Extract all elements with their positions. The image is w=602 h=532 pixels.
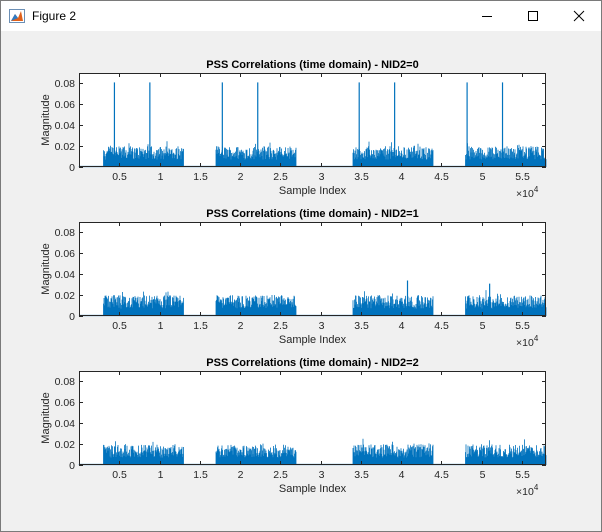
x-tick-label: 0.5	[112, 171, 127, 183]
x-tick-label: 2.5	[273, 320, 288, 332]
x-tick-label: 5.5	[515, 171, 530, 183]
y-tick-label: 0.08	[55, 227, 76, 239]
maximize-icon	[528, 11, 538, 21]
x-tick-label: 5.5	[515, 469, 530, 481]
maximize-button[interactable]	[510, 1, 556, 31]
x-tick-label: 4	[399, 171, 405, 183]
x-tick-label: 2	[238, 171, 244, 183]
y-tick-label: 0.02	[55, 439, 76, 451]
x-tick-label: 2.5	[273, 171, 288, 183]
x-tick-label: 2	[238, 320, 244, 332]
x-tick-label: 1	[158, 320, 164, 332]
x-tick-label: 1.5	[193, 469, 208, 481]
y-tick-label: 0.04	[55, 269, 76, 281]
x-tick-label: 4	[399, 320, 405, 332]
matlab-figure-icon	[9, 8, 25, 24]
axes-title: PSS Correlations (time domain) - NID2=0	[206, 59, 418, 71]
x-tick-label: 4.5	[434, 171, 449, 183]
x-exponent-label: ×104	[516, 483, 539, 498]
x-tick-label: 3	[319, 469, 325, 481]
axes-background	[79, 222, 546, 316]
x-tick-label: 4.5	[434, 469, 449, 481]
y-tick-label: 0	[69, 162, 75, 174]
x-axis-label: Sample Index	[279, 334, 347, 346]
x-tick-label: 0.5	[112, 320, 127, 332]
axes-0[interactable]: 0.5 1 1.5 2 2.5 3 3.5 4 4.5 5 5.5 0 0.02 0.04 0.06 0.08…	[40, 59, 547, 200]
y-tick-label: 0	[69, 311, 75, 323]
axes-1[interactable]: 0.5 1 1.5 2 2.5 3 3.5 4 4.5 5 5.5 0 0.02 0.04 0.06 0.08…	[40, 208, 547, 349]
close-button[interactable]	[556, 1, 602, 31]
y-tick-label: 0.08	[55, 376, 76, 388]
x-tick-label: 4.5	[434, 320, 449, 332]
close-icon	[573, 10, 585, 22]
x-tick-label: 3.5	[354, 469, 369, 481]
x-tick-label: 0.5	[112, 469, 127, 481]
y-tick-label: 0.06	[55, 99, 76, 111]
x-exponent-label: ×104	[516, 334, 539, 349]
axes-title: PSS Correlations (time domain) - NID2=1	[206, 208, 418, 220]
figure-plots[interactable]: 0.5 1 1.5 2 2.5 3 3.5 4 4.5 5 5.5 0 0.02 0.04 0.06 0.08…	[1, 31, 601, 531]
y-axis-label: Magnitude	[40, 94, 52, 145]
y-tick-label: 0.08	[55, 78, 76, 90]
x-axis-label: Sample Index	[279, 483, 347, 495]
axes-box	[79, 73, 546, 167]
x-tick-label: 2	[238, 469, 244, 481]
x-tick-label: 5	[480, 469, 486, 481]
x-tick-label: 1.5	[193, 320, 208, 332]
minimize-button[interactable]	[464, 1, 510, 31]
x-tick-label: 4	[399, 469, 405, 481]
x-tick-label: 3	[319, 171, 325, 183]
title-bar[interactable]: Figure 2	[1, 1, 601, 31]
x-tick-label: 5.5	[515, 320, 530, 332]
x-exponent-label: ×104	[516, 185, 539, 200]
axes-title: PSS Correlations (time domain) - NID2=2	[206, 357, 418, 369]
y-tick-label: 0.02	[55, 141, 76, 153]
y-axis-label: Magnitude	[40, 392, 52, 443]
x-tick-label: 3.5	[354, 320, 369, 332]
x-tick-label: 5	[480, 320, 486, 332]
x-tick-label: 3	[319, 320, 325, 332]
x-axis-label: Sample Index	[279, 185, 347, 197]
x-tick-label: 5	[480, 171, 486, 183]
y-axis-label: Magnitude	[40, 243, 52, 294]
axes-2[interactable]: 0.5 1 1.5 2 2.5 3 3.5 4 4.5 5 5.5 0 0.02 0.04 0.06 0.08…	[40, 357, 547, 498]
y-tick-label: 0	[69, 460, 75, 472]
y-tick-label: 0.04	[55, 418, 76, 430]
x-tick-label: 1	[158, 469, 164, 481]
y-tick-label: 0.06	[55, 248, 76, 260]
y-tick-label: 0.06	[55, 397, 76, 409]
figure-canvas[interactable]: 0.5 1 1.5 2 2.5 3 3.5 4 4.5 5 5.5 0 0.02 0.04 0.06 0.08…	[1, 31, 601, 531]
x-tick-label: 1.5	[193, 171, 208, 183]
x-tick-label: 2.5	[273, 469, 288, 481]
x-tick-label: 3.5	[354, 171, 369, 183]
x-tick-label: 1	[158, 171, 164, 183]
axes-box	[79, 371, 546, 465]
y-tick-label: 0.02	[55, 290, 76, 302]
axes-box	[79, 222, 546, 316]
minimize-icon	[482, 16, 492, 17]
window-title: Figure 2	[32, 9, 77, 23]
y-tick-label: 0.04	[55, 120, 76, 132]
